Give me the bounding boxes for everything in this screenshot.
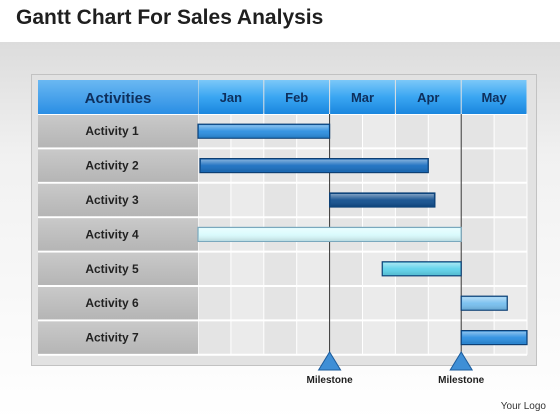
month-header-cell (264, 80, 330, 114)
gantt-bar-shine (199, 228, 461, 241)
milestone-label: Milestone (438, 375, 485, 386)
activity-label: Activity 6 (85, 296, 139, 310)
activity-label-cell (38, 252, 198, 285)
activity-label: Activity 2 (85, 159, 139, 173)
month-header-label: May (481, 90, 507, 105)
timeline-half-column (494, 114, 527, 355)
month-header-label: Apr (417, 90, 439, 105)
activity-label-cell (38, 115, 198, 148)
milestone-label: Milestone (307, 375, 354, 386)
activities-header-cell (38, 80, 198, 114)
gantt-bar-shine (330, 194, 434, 206)
gantt-bar-shine (383, 262, 461, 275)
logo-text: Your Logo (500, 401, 546, 412)
month-header-cell (198, 80, 264, 114)
activity-label-cell (38, 183, 198, 217)
activity-label-cell (38, 218, 198, 251)
month-header-label: Jan (220, 90, 242, 105)
page-title: Gantt Chart For Sales Analysis (16, 6, 324, 29)
activity-label-cell (38, 287, 198, 320)
month-header-cell (461, 80, 527, 114)
activities-header-label: Activities (85, 90, 152, 107)
milestone-marker (449, 351, 474, 371)
gantt-bar-shine (462, 297, 507, 310)
activity-label: Activity 1 (85, 124, 139, 138)
activity-label: Activity 5 (85, 262, 139, 276)
month-header-label: Mar (351, 90, 374, 105)
activity-label: Activity 7 (85, 331, 139, 345)
gantt-bar-shine (199, 125, 329, 138)
gantt-bar-shine (200, 159, 428, 172)
activity-label-cell (38, 149, 198, 182)
activity-label: Activity 4 (85, 227, 139, 241)
month-header-cell (330, 80, 395, 114)
month-header-label: Feb (285, 90, 308, 105)
month-header-cell (395, 80, 461, 114)
gantt-bar-shine (462, 331, 526, 344)
activity-label-cell (38, 321, 198, 354)
milestone-marker (317, 351, 342, 371)
activity-label: Activity 3 (85, 193, 139, 207)
